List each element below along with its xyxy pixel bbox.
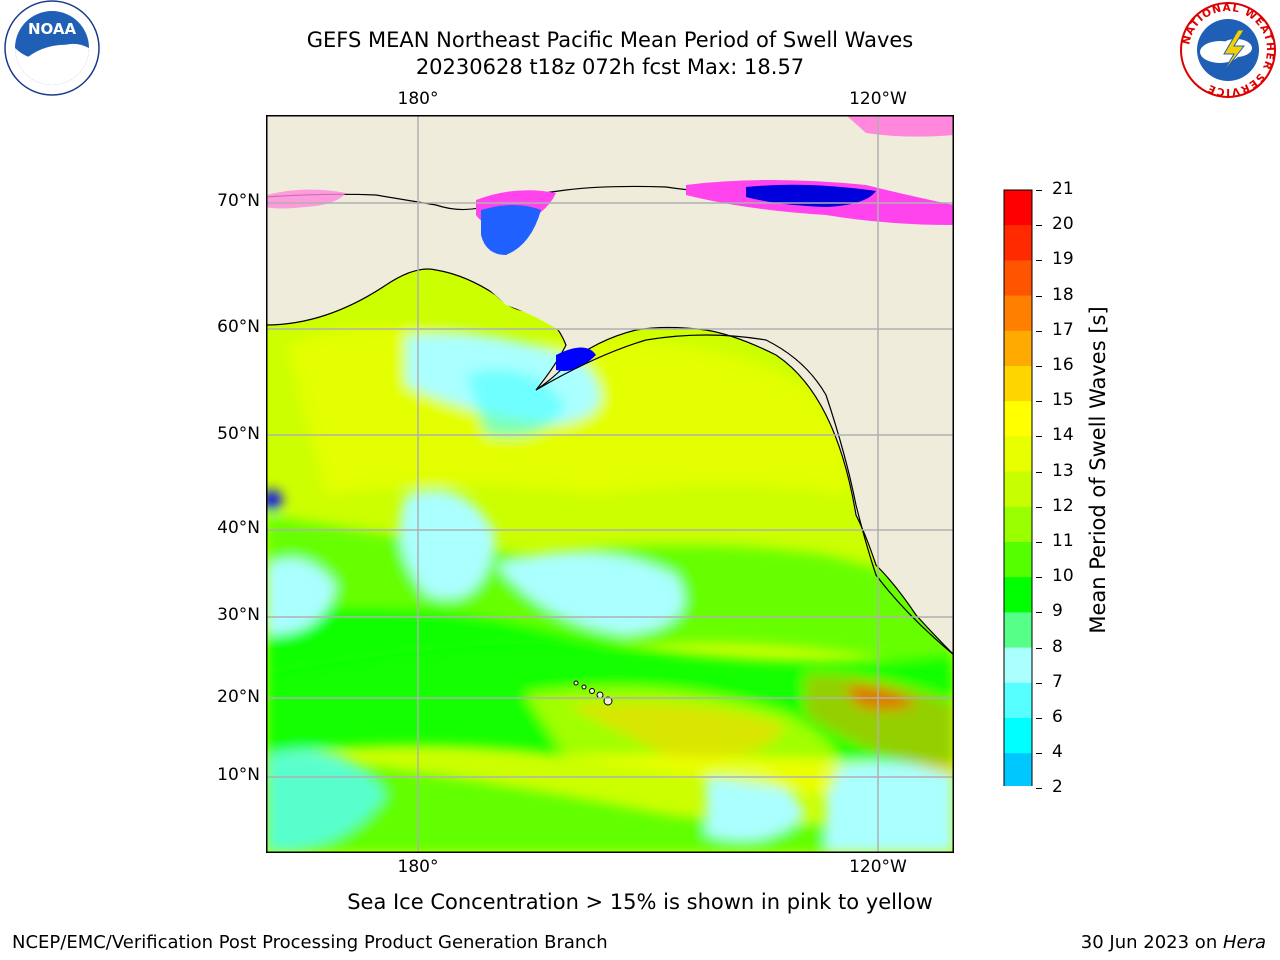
colorbar-tick-label: 14 bbox=[1052, 425, 1074, 446]
footer-date-text: 30 Jun 2023 on bbox=[1080, 932, 1223, 953]
colorbar-segment bbox=[1004, 366, 1032, 402]
footer-host: Hera bbox=[1222, 932, 1266, 953]
colorbar-segment bbox=[1004, 542, 1032, 578]
colorbar-tick-label: 4 bbox=[1052, 742, 1063, 763]
colorbar-tick bbox=[1036, 401, 1042, 403]
colorbar-tick bbox=[1036, 260, 1042, 262]
colorbar-tick-label: 17 bbox=[1052, 319, 1074, 340]
footer-date: 30 Jun 2023 on Hera bbox=[1081, 932, 1266, 953]
lon-label-120w-bottom: 120°W bbox=[849, 857, 907, 877]
colorbar-tick-label: 6 bbox=[1052, 707, 1063, 727]
colorbar-tick bbox=[1036, 225, 1042, 227]
colorbar-tick-label: 10 bbox=[1052, 566, 1074, 587]
colorbar-tick bbox=[1036, 577, 1042, 579]
colorbar-tick-label: 13 bbox=[1052, 460, 1074, 481]
colorbar-tick-label: 12 bbox=[1052, 495, 1074, 516]
colorbar-tick-label: 11 bbox=[1052, 531, 1074, 551]
colorbar-tick-label: 8 bbox=[1052, 636, 1063, 657]
colorbar-segment bbox=[1004, 295, 1032, 332]
colorbar-tick-label: 15 bbox=[1052, 390, 1074, 411]
footer-credit: NCEP/EMC/Verification Post Processing Pr… bbox=[12, 932, 608, 953]
colorbar-tick bbox=[1036, 753, 1042, 755]
colorbar-tick bbox=[1036, 788, 1042, 790]
colorbar-segment bbox=[1004, 682, 1032, 719]
colorbar-tick bbox=[1036, 471, 1042, 473]
noaa-logo-text: NOAA bbox=[28, 20, 77, 38]
colorbar-tick-label: 21 bbox=[1052, 179, 1074, 199]
sea-ice-note: Sea Ice Concentration > 15% is shown in … bbox=[347, 890, 933, 914]
colorbar-segment bbox=[1004, 190, 1032, 226]
lat-label-70n: 70°N bbox=[217, 191, 260, 211]
colorbar-segment bbox=[1004, 260, 1032, 297]
colorbar-segment bbox=[1004, 401, 1032, 437]
colorbar-tick-label: 19 bbox=[1052, 249, 1074, 270]
colorbar-tick bbox=[1036, 682, 1042, 684]
colorbar-tick bbox=[1036, 612, 1042, 614]
colorbar-segment bbox=[1004, 225, 1032, 261]
noaa-logo: NOAA bbox=[4, 0, 100, 96]
lon-label-120w-top: 120°W bbox=[849, 89, 907, 109]
colorbar-tick-label: 2 bbox=[1052, 777, 1063, 798]
lat-label-40n: 40°N bbox=[217, 518, 260, 538]
lat-label-10n: 10°N bbox=[217, 765, 260, 785]
lon-label-180-bottom: 180° bbox=[397, 857, 439, 877]
colorbar-tick bbox=[1036, 295, 1042, 297]
colorbar-tick bbox=[1036, 506, 1042, 508]
colorbar-tick bbox=[1036, 366, 1042, 367]
colorbar-segment bbox=[1004, 612, 1032, 649]
colorbar-segment bbox=[1004, 753, 1032, 786]
colorbar-tick bbox=[1036, 647, 1042, 649]
colorbar-tick bbox=[1036, 330, 1042, 332]
colorbar-segment bbox=[1004, 647, 1032, 684]
lat-label-20n: 20°N bbox=[217, 687, 260, 707]
colorbar-segment bbox=[1004, 436, 1032, 473]
lat-label-30n: 30°N bbox=[217, 605, 260, 625]
colorbar-tick-label: 18 bbox=[1052, 284, 1074, 305]
colorbar-tick-label: 20 bbox=[1052, 214, 1074, 235]
lat-label-60n: 60°N bbox=[217, 317, 260, 337]
colorbar-segment bbox=[1004, 506, 1032, 543]
lon-label-180-top: 180° bbox=[397, 89, 439, 109]
colorbar bbox=[1003, 189, 1033, 786]
colorbar-tick bbox=[1036, 542, 1042, 543]
colorbar-tick bbox=[1036, 190, 1042, 191]
map-subtitle: 20230628 t18z 072h fcst Max: 18.57 bbox=[415, 55, 805, 79]
colorbar-title: Mean Period of Swell Waves [s] bbox=[1086, 306, 1110, 634]
colorbar-tick-label: 16 bbox=[1052, 355, 1074, 375]
colorbar-tick bbox=[1036, 718, 1042, 719]
colorbar-tick-label: 9 bbox=[1052, 601, 1063, 622]
colorbar-segment bbox=[1004, 718, 1032, 754]
colorbar-tick-label: 7 bbox=[1052, 671, 1063, 692]
colorbar-border bbox=[1003, 189, 1033, 786]
map-title: GEFS MEAN Northeast Pacific Mean Period … bbox=[306, 28, 914, 52]
colorbar-segment bbox=[1004, 330, 1032, 367]
colorbar-segment bbox=[1004, 471, 1032, 508]
nws-logo: NATIONAL WEATHER SERVICE bbox=[1180, 2, 1276, 98]
swell-period-map bbox=[266, 115, 954, 853]
colorbar-segment bbox=[1004, 577, 1032, 613]
lat-label-50n: 50°N bbox=[217, 424, 260, 444]
colorbar-tick bbox=[1036, 436, 1042, 438]
